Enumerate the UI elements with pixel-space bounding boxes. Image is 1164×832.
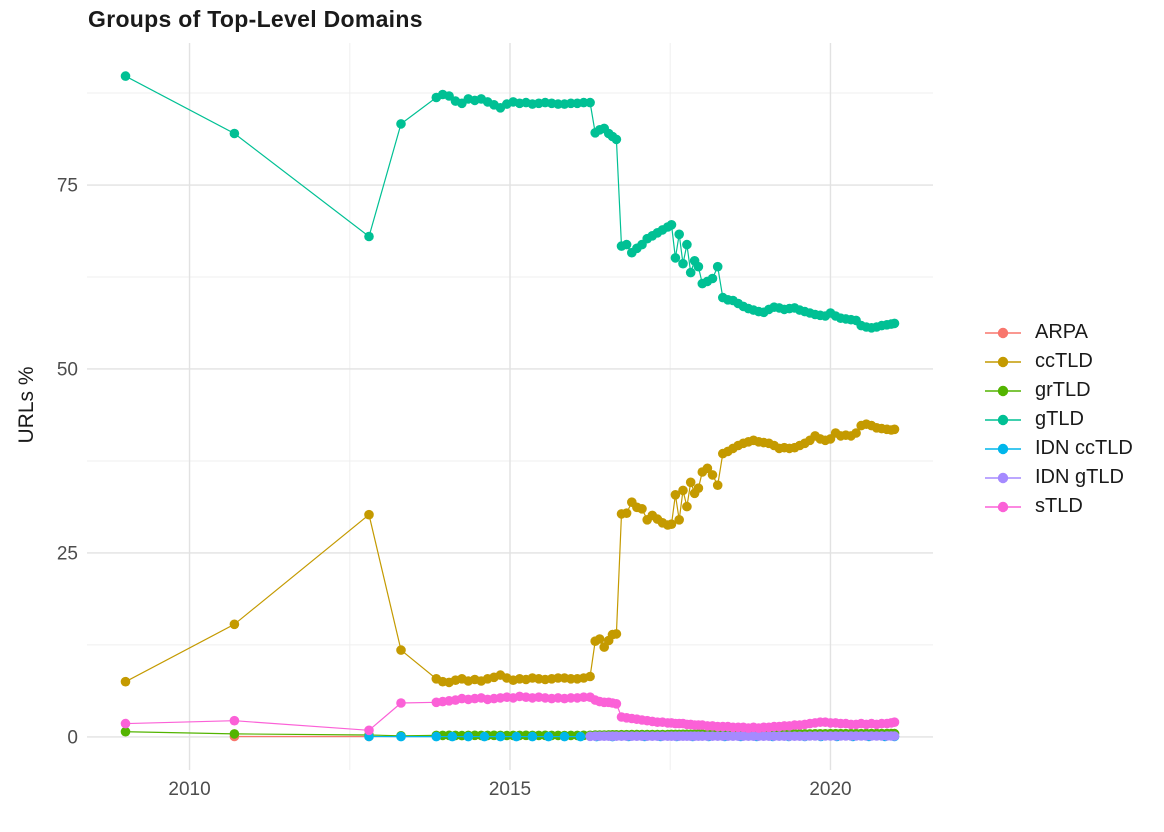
legend-key-icon (984, 354, 1022, 370)
data-point (576, 732, 586, 742)
chart-title: Groups of Top-Level Domains (88, 6, 423, 33)
legend-label: gTLD (1035, 408, 1084, 431)
data-point (708, 274, 718, 284)
legend-label: IDN ccTLD (1035, 437, 1133, 460)
data-point (230, 729, 240, 739)
y-tick-label-50: 50 (57, 360, 78, 381)
legend-key-dot (998, 501, 1008, 511)
data-point (230, 716, 240, 726)
data-point (585, 98, 595, 108)
data-point (694, 262, 704, 272)
legend-key-icon (984, 441, 1022, 457)
data-point (480, 732, 490, 742)
y-axis-title: URLs % (15, 366, 39, 443)
legend-key-dot (998, 472, 1008, 482)
legend-key-icon (984, 470, 1022, 486)
data-point (612, 699, 622, 709)
data-point (890, 425, 900, 435)
legend-label: IDN gTLD (1035, 466, 1124, 489)
legend-key-icon (984, 383, 1022, 399)
data-point (512, 732, 522, 742)
legend-key-dot (998, 385, 1008, 395)
x-tick-label-2015: 2015 (489, 779, 531, 800)
legend-label: sTLD (1035, 495, 1083, 518)
data-point (396, 645, 406, 655)
data-point (230, 129, 240, 139)
data-point (890, 717, 900, 727)
data-point (674, 515, 684, 525)
legend-label: ccTLD (1035, 350, 1093, 373)
data-point (612, 135, 622, 145)
legend-item-gtld: gTLD (984, 405, 1133, 434)
legend-label: ARPA (1035, 321, 1088, 344)
data-point (686, 478, 696, 488)
data-point (713, 262, 723, 272)
legend-key-dot (998, 327, 1008, 337)
data-point (713, 480, 723, 490)
legend-item-idn-cctld: IDN ccTLD (984, 434, 1133, 463)
data-point (612, 629, 622, 639)
data-point (364, 726, 374, 736)
legend-item-stld: sTLD (984, 492, 1133, 521)
data-point (121, 677, 131, 687)
data-point (364, 232, 374, 242)
legend-key-dot (998, 414, 1008, 424)
data-point (671, 253, 681, 263)
data-point (230, 620, 240, 630)
data-point (544, 732, 554, 742)
legend-key-icon (984, 499, 1022, 515)
data-point (674, 230, 684, 240)
data-point (396, 119, 406, 129)
y-tick-label-0: 0 (67, 728, 78, 749)
data-point (560, 732, 570, 742)
data-point (622, 240, 632, 250)
data-point (890, 319, 900, 329)
data-point (528, 732, 538, 742)
data-point (678, 259, 688, 269)
x-tick-label-2020: 2020 (809, 779, 851, 800)
data-point (682, 502, 692, 512)
data-point (396, 732, 406, 742)
x-tick-label-2010: 2010 (168, 779, 210, 800)
data-point (121, 719, 131, 729)
data-point (708, 470, 718, 480)
data-point (496, 732, 506, 742)
series-arpa (230, 732, 374, 742)
data-point (686, 268, 696, 278)
legend-key-dot (998, 356, 1008, 366)
data-point (890, 731, 900, 741)
data-point (678, 486, 688, 496)
series-idn-gtld (585, 731, 899, 741)
y-tick-label-75: 75 (57, 176, 78, 197)
data-point (622, 508, 632, 518)
data-point (464, 732, 474, 742)
legend-key-icon (984, 412, 1022, 428)
data-point (432, 732, 442, 742)
y-tick-label-25: 25 (57, 544, 78, 565)
data-point (667, 220, 677, 230)
data-point (396, 698, 406, 708)
data-point (682, 240, 692, 250)
legend-item-arpa: ARPA (984, 318, 1133, 347)
data-point (637, 504, 647, 514)
legend-item-idn-gtld: IDN gTLD (984, 463, 1133, 492)
legend-label: grTLD (1035, 379, 1091, 402)
legend-item-cctld: ccTLD (984, 347, 1133, 376)
legend-key-icon (984, 325, 1022, 341)
data-point (121, 71, 131, 81)
legend-key-dot (998, 443, 1008, 453)
legend-item-grtld: grTLD (984, 376, 1133, 405)
data-point (694, 483, 704, 493)
data-point (448, 732, 458, 742)
data-point (364, 510, 374, 520)
data-point (595, 634, 605, 644)
legend: ARPA ccTLD grTLD gTLD IDN ccTLD IDN gTLD sTLD (984, 318, 1133, 521)
data-point (585, 672, 595, 682)
